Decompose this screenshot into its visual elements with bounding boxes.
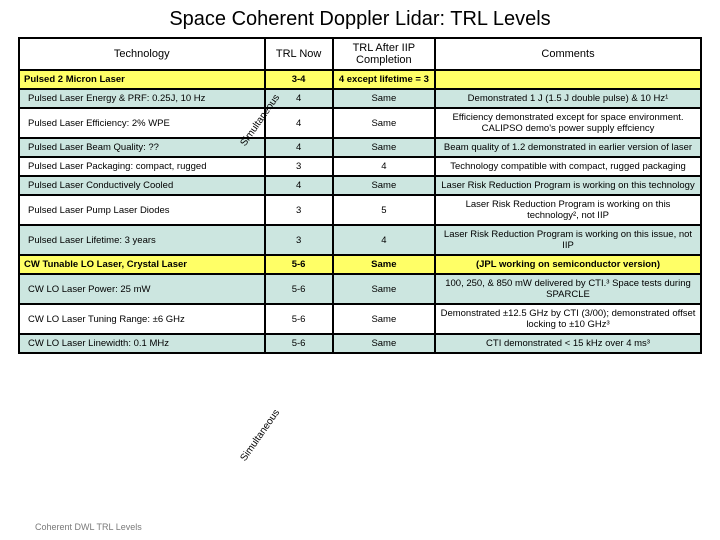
cell-comments: Laser Risk Reduction Program is working … (435, 195, 701, 225)
header-trl-after: TRL After IIP Completion (333, 38, 435, 70)
table-row: CW Tunable LO Laser, Crystal Laser5-6Sam… (19, 255, 701, 274)
cell-trl-now: 3-4 (265, 70, 333, 89)
cell-technology: Pulsed 2 Micron Laser (19, 70, 265, 89)
header-technology: Technology (19, 38, 265, 70)
cell-trl-now: 5-6 (265, 255, 333, 274)
cell-comments: Beam quality of 1.2 demonstrated in earl… (435, 138, 701, 157)
page-title: Space Coherent Doppler Lidar: TRL Levels (18, 8, 702, 31)
cell-technology: Pulsed Laser Conductively Cooled (19, 176, 265, 195)
table-row: Pulsed Laser Energy & PRF: 0.25J, 10 Hz4… (19, 89, 701, 108)
cell-comments: Technology compatible with compact, rugg… (435, 157, 701, 176)
header-comments: Comments (435, 38, 701, 70)
cell-trl-after: Same (333, 176, 435, 195)
cell-trl-now: 3 (265, 157, 333, 176)
cell-technology: Pulsed Laser Lifetime: 3 years (19, 225, 265, 255)
cell-comments: (JPL working on semiconductor version) (435, 255, 701, 274)
cell-comments: Demonstrated 1 J (1.5 J double pulse) & … (435, 89, 701, 108)
cell-trl-now: 4 (265, 176, 333, 195)
simultaneous-label-2: Simultaneous (238, 408, 282, 464)
cell-comments: Efficiency demonstrated except for space… (435, 108, 701, 138)
cell-trl-after: Same (333, 89, 435, 108)
cell-technology: CW LO Laser Linewidth: 0.1 MHz (19, 334, 265, 353)
cell-technology: CW LO Laser Tuning Range: ±6 GHz (19, 304, 265, 334)
table-row: Pulsed Laser Efficiency: 2% WPE4SameEffi… (19, 108, 701, 138)
cell-trl-after: 4 (333, 157, 435, 176)
cell-technology: CW Tunable LO Laser, Crystal Laser (19, 255, 265, 274)
cell-technology: Pulsed Laser Efficiency: 2% WPE (19, 108, 265, 138)
table-row: CW LO Laser Tuning Range: ±6 GHz5-6SameD… (19, 304, 701, 334)
cell-trl-now: 4 (265, 108, 333, 138)
cell-trl-after: Same (333, 274, 435, 304)
table-header-row: Technology TRL Now TRL After IIP Complet… (19, 38, 701, 70)
cell-technology: Pulsed Laser Packaging: compact, rugged (19, 157, 265, 176)
table-row: CW LO Laser Power: 25 mW5-6Same100, 250,… (19, 274, 701, 304)
cell-trl-now: 4 (265, 89, 333, 108)
cell-comments: 100, 250, & 850 mW delivered by CTI.³ Sp… (435, 274, 701, 304)
table-row: Pulsed Laser Pump Laser Diodes35Laser Ri… (19, 195, 701, 225)
cell-trl-after: 4 except lifetime = 3 (333, 70, 435, 89)
cell-comments (435, 70, 701, 89)
table-row: Pulsed Laser Beam Quality: ??4SameBeam q… (19, 138, 701, 157)
header-trl-now: TRL Now (265, 38, 333, 70)
cell-trl-after: Same (333, 334, 435, 353)
cell-trl-now: 5-6 (265, 304, 333, 334)
cell-trl-after: Same (333, 108, 435, 138)
cell-technology: Pulsed Laser Beam Quality: ?? (19, 138, 265, 157)
table-row: Pulsed Laser Packaging: compact, rugged3… (19, 157, 701, 176)
cell-comments: Laser Risk Reduction Program is working … (435, 176, 701, 195)
table-row: CW LO Laser Linewidth: 0.1 MHz5-6SameCTI… (19, 334, 701, 353)
cell-trl-now: 3 (265, 195, 333, 225)
table-row: Pulsed Laser Conductively Cooled4SameLas… (19, 176, 701, 195)
cell-trl-now: 4 (265, 138, 333, 157)
cell-comments: Demonstrated ±12.5 GHz by CTI (3/00); de… (435, 304, 701, 334)
cell-trl-now: 5-6 (265, 334, 333, 353)
cell-technology: CW LO Laser Power: 25 mW (19, 274, 265, 304)
cell-trl-after: 5 (333, 195, 435, 225)
cell-comments: CTI demonstrated < 15 kHz over 4 ms³ (435, 334, 701, 353)
trl-table: Technology TRL Now TRL After IIP Complet… (18, 37, 702, 354)
table-row: Pulsed Laser Lifetime: 3 years34Laser Ri… (19, 225, 701, 255)
cell-technology: Pulsed Laser Pump Laser Diodes (19, 195, 265, 225)
footnote-text: Coherent DWL TRL Levels (35, 522, 142, 532)
cell-comments: Laser Risk Reduction Program is working … (435, 225, 701, 255)
cell-trl-now: 3 (265, 225, 333, 255)
cell-trl-now: 5-6 (265, 274, 333, 304)
cell-trl-after: Same (333, 255, 435, 274)
cell-trl-after: Same (333, 304, 435, 334)
cell-trl-after: 4 (333, 225, 435, 255)
table-row: Pulsed 2 Micron Laser3-44 except lifetim… (19, 70, 701, 89)
cell-trl-after: Same (333, 138, 435, 157)
cell-technology: Pulsed Laser Energy & PRF: 0.25J, 10 Hz (19, 89, 265, 108)
